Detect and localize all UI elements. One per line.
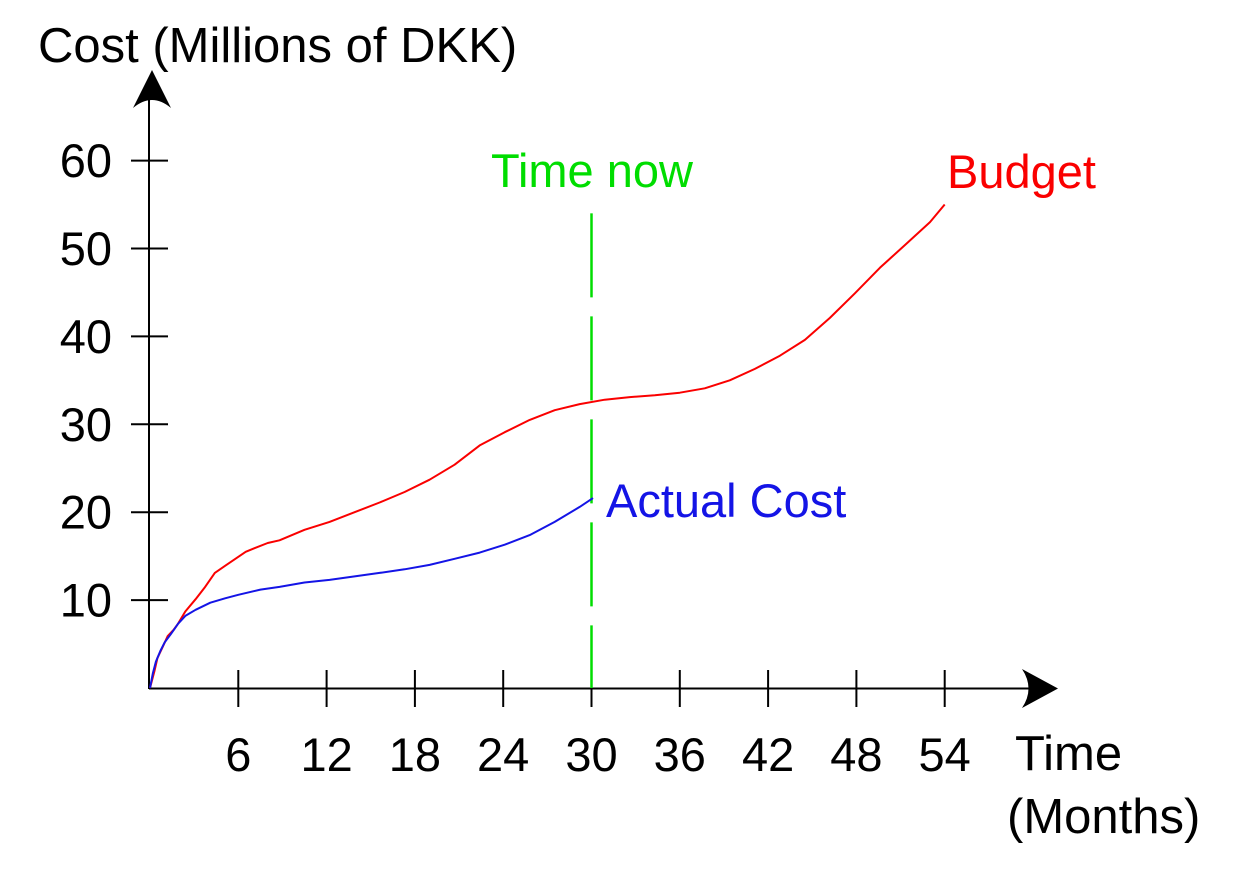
y-tick-label: 60 xyxy=(60,134,112,187)
x-tick-label: 24 xyxy=(477,728,529,781)
actual-cost-series-label: Actual Cost xyxy=(606,474,846,527)
x-tick-label: 12 xyxy=(300,728,352,781)
y-axis-ticks: 10 20 30 40 50 60 xyxy=(60,134,168,627)
time-now-label: Time now xyxy=(491,144,694,197)
x-tick-label: 30 xyxy=(565,728,617,781)
y-axis-title: Cost (Millions of DKK) xyxy=(38,19,517,73)
x-axis-title-line2: (Months) xyxy=(1007,790,1200,844)
y-tick-label: 40 xyxy=(60,310,112,363)
x-axis-arrowhead-icon xyxy=(1022,669,1058,708)
x-axis-title-line1: Time xyxy=(1015,727,1122,781)
x-tick-label: 36 xyxy=(654,728,706,781)
x-tick-label: 42 xyxy=(742,728,794,781)
y-tick-label: 30 xyxy=(60,398,112,451)
x-tick-label: 48 xyxy=(830,728,882,781)
x-tick-label: 18 xyxy=(389,728,441,781)
actual-cost-curve xyxy=(149,497,594,689)
y-tick-label: 10 xyxy=(60,574,112,627)
budget-series-label: Budget xyxy=(947,145,1096,198)
y-axis-arrowhead-icon xyxy=(133,70,171,108)
budget-curve xyxy=(149,203,946,689)
x-axis-ticks: 6 12 18 24 30 36 42 48 54 xyxy=(225,670,971,781)
x-tick-label: 6 xyxy=(225,728,251,781)
x-tick-label: 54 xyxy=(919,728,971,781)
axes xyxy=(133,70,1058,708)
y-tick-label: 20 xyxy=(60,486,112,539)
y-tick-label: 50 xyxy=(60,222,112,275)
